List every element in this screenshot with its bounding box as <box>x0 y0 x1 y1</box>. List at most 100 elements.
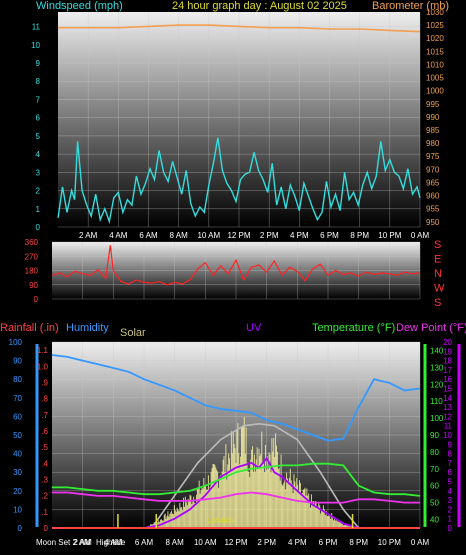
rain-tick-label: 1.0 <box>37 362 49 371</box>
uv-tick-label: 16 <box>443 375 452 384</box>
humidity-line <box>51 354 421 442</box>
uv-tick-label: 1 <box>448 515 453 524</box>
humidity-tick-label: 90 <box>13 357 22 366</box>
windspeed-tick-label: 7 <box>36 95 41 104</box>
direction-tick-label: 360 <box>25 238 39 247</box>
temperature-tick-label: 70 <box>430 465 439 474</box>
rain-tick-label: .4 <box>41 459 48 468</box>
uv-tick-label: 14 <box>443 394 452 403</box>
barometer-tick-label: 1000 <box>426 87 444 96</box>
x-tick-label: 4 AM <box>109 231 128 240</box>
rainfall-axis-title: Rainfall (.in) <box>0 322 59 334</box>
temperature-axis-title: Temperature (°F) <box>312 322 395 334</box>
barometer-tick-label: 1010 <box>426 60 444 69</box>
windspeed-tick-label: 6 <box>36 114 41 123</box>
x-tick-label: 6 AM <box>135 538 154 547</box>
uv-tick-label: 5 <box>448 478 453 487</box>
x-tick-label: 10 PM <box>378 231 401 240</box>
x-tick-label: 8 PM <box>349 538 368 547</box>
barometer-tick-label: 1015 <box>426 47 444 56</box>
humidity-tick-label: 80 <box>13 375 22 384</box>
barometer-tick-label: 1020 <box>426 34 444 43</box>
windspeed-grid <box>58 12 421 228</box>
x-tick-label: 2 AM <box>74 538 93 547</box>
windspeed-tick-label: 10 <box>31 41 40 50</box>
windspeed-tick-label: 5 <box>36 132 41 141</box>
humidity-axis-title: Humidity <box>66 322 109 334</box>
humidity-tick-label: 50 <box>13 431 22 440</box>
high-tide-label: Hightide <box>96 538 126 547</box>
rain-tick-label: .7 <box>41 411 48 420</box>
x-tick-label: 4 PM <box>288 538 307 547</box>
x-tick-label: 6 PM <box>320 231 339 240</box>
wind-direction-line <box>51 245 421 286</box>
compass-label: N <box>434 268 442 280</box>
x-tick-label: 12 PM <box>227 231 250 240</box>
barometer-tick-label: 980 <box>426 139 440 148</box>
direction-tick-label: 0 <box>34 295 39 304</box>
sun-arc-line <box>151 422 360 529</box>
temperature-axis-ticks: 40 50 60 70 80 90 100 110 120 130 140 <box>430 346 444 524</box>
humidity-tick-label: 20 <box>13 487 22 496</box>
uv-tick-label: 6 <box>448 468 453 477</box>
uv-tick-label: 19 <box>443 347 452 356</box>
windspeed-tick-label: 3 <box>36 168 41 177</box>
windspeed-tick-label: 8 <box>36 77 41 86</box>
uv-tick-label: 13 <box>443 403 452 412</box>
dew-point-axis-title: Dew Point (°F) <box>396 322 466 334</box>
rain-tick-label: .1 <box>41 508 48 517</box>
windspeed-tick-label: 2 <box>36 187 41 196</box>
uv-tick-label: 17 <box>443 366 452 375</box>
rain-tick-label: .8 <box>41 395 48 404</box>
temperature-tick-label: 120 <box>430 380 444 389</box>
temperature-tick-label: 40 <box>430 516 439 525</box>
compass-label: S <box>434 297 441 309</box>
x-tick-label: 6 AM <box>139 231 158 240</box>
x-tick-label: 4 AM <box>104 538 123 547</box>
humidity-tick-label: 0 <box>18 524 23 533</box>
windspeed-tick-label: 9 <box>36 59 41 68</box>
temperature-tick-label: 100 <box>430 414 444 423</box>
windspeed-line <box>57 137 421 225</box>
humidity-tick-label: 30 <box>13 468 22 477</box>
uv-tick-label: 12 <box>443 412 452 421</box>
x-tick-label: 10 AM <box>197 231 220 240</box>
humidity-tick-label: 100 <box>9 338 23 347</box>
humidity-tick-label: 40 <box>13 450 22 459</box>
x-tick-label: 8 AM <box>170 231 189 240</box>
wind-direction-grid <box>52 241 421 300</box>
humidity-tick-label: 60 <box>13 412 22 421</box>
rain-tick-label: .5 <box>41 443 48 452</box>
barometer-tick-label: 1030 <box>426 8 444 17</box>
uv-tick-label: 10 <box>443 431 452 440</box>
barometer-tick-label: 950 <box>426 218 440 227</box>
barometer-axis-ticks: 950 955 960 965 970 975 980 985 990 995 1000 1005 10… <box>426 8 444 227</box>
humidity-axis-ticks: 0 10 20 30 40 50 60 70 80 90 100 <box>9 338 23 533</box>
low-tide-label: Lowtide <box>207 516 235 525</box>
x-tick-label: 10 PM <box>378 538 401 547</box>
rain-tick-label: .6 <box>41 427 48 436</box>
uv-tick-label: 8 <box>448 450 453 459</box>
x-tick-label: 2 PM <box>260 231 279 240</box>
uv-tick-label: 20 <box>443 338 452 347</box>
temperature-line <box>52 462 421 497</box>
temperature-tick-label: 90 <box>430 431 439 440</box>
barometer-tick-label: 975 <box>426 152 440 161</box>
uv-tick-label: 3 <box>448 496 453 505</box>
barometer-tick-label: 990 <box>426 113 440 122</box>
x-tick-label: 10 AM <box>194 538 217 547</box>
barometer-tick-label: 960 <box>426 192 440 201</box>
solar-axis-title: Solar <box>120 327 146 339</box>
wind-direction-axis-ticks: 0 90 180 270 360 <box>25 238 39 304</box>
humidity-tick-label: 70 <box>13 394 22 403</box>
moon-set-label: Moon Set 2 AM <box>36 538 91 547</box>
x-tick-label: 12 PM <box>224 538 247 547</box>
windspeed-axis-ticks: 0 1 2 3 4 5 6 7 8 9 10 11 <box>31 23 40 232</box>
x-tick-label: 2 PM <box>257 538 276 547</box>
x-tick-label: 0 AM <box>411 538 430 547</box>
uv-tick-label: 11 <box>444 422 453 431</box>
compass-label: S <box>434 239 441 251</box>
x-tick-label: 4 PM <box>290 231 309 240</box>
